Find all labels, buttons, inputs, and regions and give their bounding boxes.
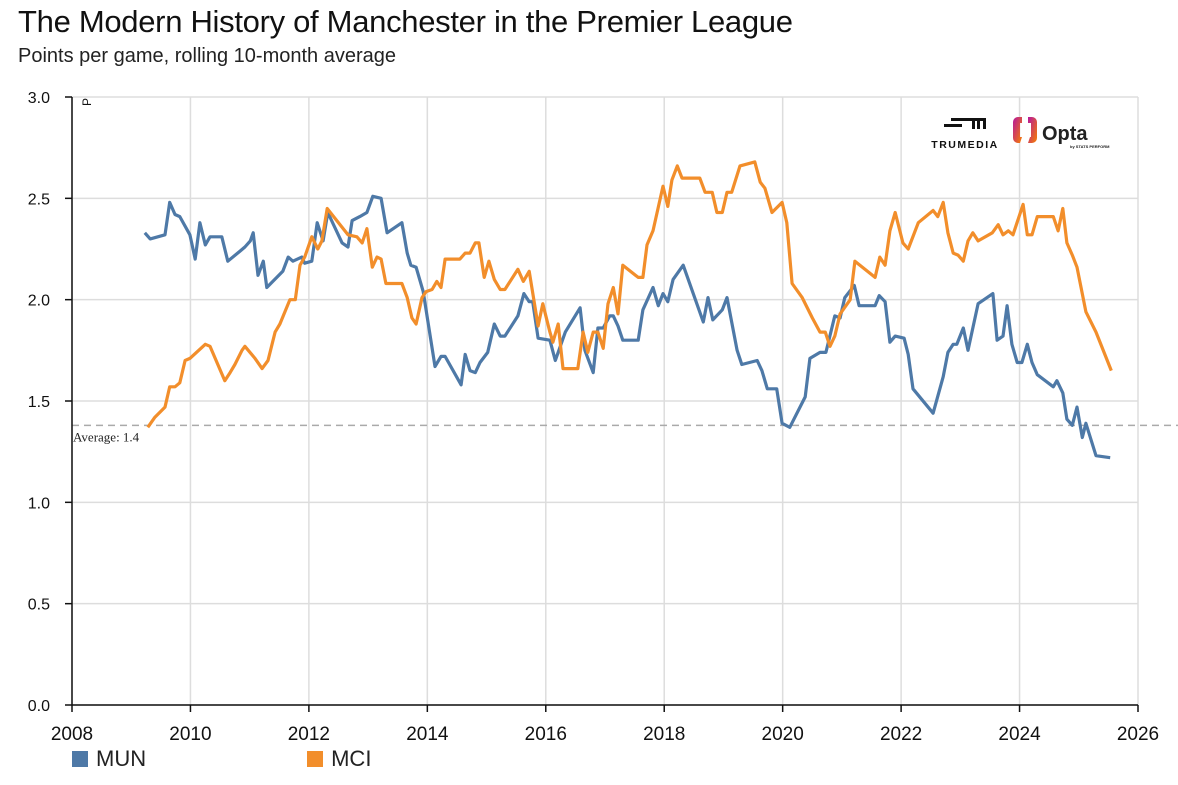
legend-item-mun: MUN xyxy=(72,746,146,772)
x-tick-label: 2018 xyxy=(643,724,685,745)
trumedia-logo: TRUMEDIA xyxy=(931,118,998,151)
axes: 0.0 0.5 1.0 1.5 2.0 2.5 3.0 2008 2010 2012 2014 201… xyxy=(28,90,1159,745)
legend-item-mci: MCI xyxy=(307,746,371,772)
x-tick-label: 2022 xyxy=(880,724,922,745)
y-tick-label: 2.5 xyxy=(28,191,50,208)
average-reference: Average: 1.4 xyxy=(72,424,1178,444)
y-tick-label: 3.0 xyxy=(28,90,50,107)
x-tick-label: 2024 xyxy=(998,724,1041,745)
y-tick-label: 1.5 xyxy=(28,394,50,411)
series-lines xyxy=(143,160,1113,460)
opta-logo-text: Opta xyxy=(1042,123,1088,145)
logos: TRUMEDIA Opta by STATS PERFORM xyxy=(931,117,1110,151)
y-axis-label: P xyxy=(80,98,94,106)
legend: MUN MCI xyxy=(72,746,467,772)
series-line-mun xyxy=(143,194,1111,460)
x-tick-label: 2020 xyxy=(762,724,804,745)
chart-subtitle: Points per game, rolling 10-month averag… xyxy=(18,45,396,67)
legend-label-mci: MCI xyxy=(331,746,372,771)
x-tick-label: 2008 xyxy=(51,724,93,745)
grid xyxy=(71,96,1139,706)
chart-title: The Modern History of Manchester in the … xyxy=(18,4,793,39)
y-tick-label: 2.0 xyxy=(28,293,50,310)
average-label: Average: 1.4 xyxy=(73,429,140,444)
x-tick-label: 2026 xyxy=(1117,724,1159,745)
opta-logo-subtext: by STATS PERFORM xyxy=(1070,144,1110,149)
x-tick-label: 2012 xyxy=(288,724,330,745)
y-tick-label: 0.5 xyxy=(28,597,50,614)
opta-logo: Opta by STATS PERFORM xyxy=(1013,117,1110,149)
legend-swatch-mci xyxy=(307,751,324,767)
legend-label-mun: MUN xyxy=(96,746,147,771)
trumedia-logo-text: TRUMEDIA xyxy=(931,139,998,151)
x-tick-label: 2010 xyxy=(169,724,211,745)
y-tick-label: 0.0 xyxy=(28,698,50,715)
series-line-mci xyxy=(146,160,1113,429)
x-tick-label: 2016 xyxy=(525,724,567,745)
x-tick-label: 2014 xyxy=(406,724,449,745)
y-tick-label: 1.0 xyxy=(28,495,50,512)
legend-swatch-mun xyxy=(72,751,88,767)
